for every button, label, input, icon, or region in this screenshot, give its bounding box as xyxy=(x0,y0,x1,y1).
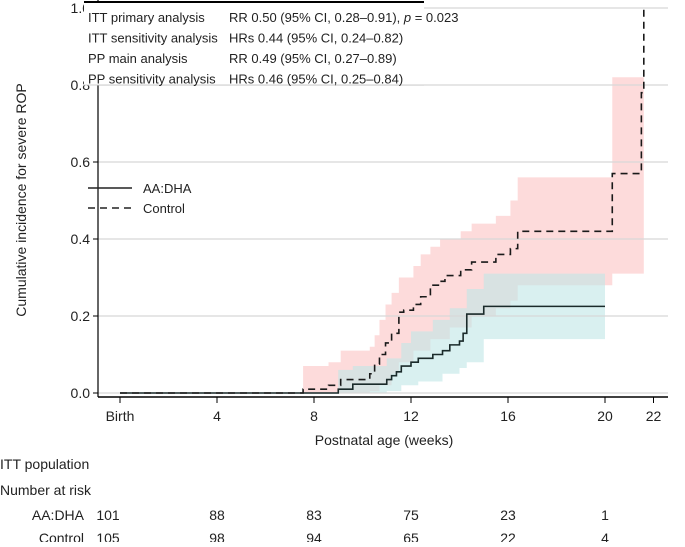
annotation-value-text: RR 0.49 (95% CI, 0.27–0.89) xyxy=(229,51,397,66)
p-label: p xyxy=(403,10,411,25)
risk-count: 101 xyxy=(96,507,120,523)
y-tick-label: 0.4 xyxy=(71,231,91,247)
x-tick-label: Birth xyxy=(106,408,135,424)
x-tick-label: 8 xyxy=(310,408,318,424)
risk-count: 83 xyxy=(306,507,322,523)
annotation-label: PP main analysis xyxy=(88,51,188,66)
risk-count: 75 xyxy=(403,507,419,523)
risk-count: 88 xyxy=(209,507,225,523)
annotation-value: RR 0.49 (95% CI, 0.27–0.89) xyxy=(229,51,397,66)
annotation-label: ITT primary analysis xyxy=(88,10,205,25)
annotation-label: ITT sensitivity analysis xyxy=(88,31,218,46)
risk-row-label: Control xyxy=(39,530,84,542)
series-line-aadha xyxy=(120,305,605,394)
legend-label: AA:DHA xyxy=(143,181,192,196)
annotation-value: HRs 0.46 (95% CI, 0.25–0.84) xyxy=(229,72,403,87)
annotation-value: RR 0.50 (95% CI, 0.28–0.91), p = 0.023 xyxy=(229,10,458,25)
annotation-value-text: RR 0.50 (95% CI, 0.28–0.91), xyxy=(229,10,404,25)
annotation-value: HRs 0.44 (95% CI, 0.24–0.82) xyxy=(229,31,403,46)
legend: AA:DHA Control xyxy=(88,181,192,216)
risk-count: 4 xyxy=(601,530,609,542)
y-tick-label: 0.6 xyxy=(71,154,91,170)
step-curves xyxy=(120,8,645,394)
x-tick-label: 20 xyxy=(597,408,613,424)
risk-table: ITT population Number at risk AA:DHA 101 88 8… xyxy=(0,456,609,546)
risk-count: 98 xyxy=(209,530,225,542)
p-value: = 0.023 xyxy=(411,10,458,25)
annotation-value-text: HRs 0.44 (95% CI, 0.24–0.82) xyxy=(229,31,403,46)
annotation-box xyxy=(84,2,424,85)
y-tick-label: 0.0 xyxy=(71,385,91,401)
x-axis-label: Postnatal age (weeks) xyxy=(315,432,454,448)
legend-label: Control xyxy=(143,201,185,216)
analysis-results-table: ITT primary analysis RR 0.50 (95% CI, 0.2… xyxy=(84,1,458,87)
x-tick-label: 4 xyxy=(213,408,221,424)
risk-row-label: AA:DHA xyxy=(32,507,85,523)
x-tick-label: 22 xyxy=(646,408,662,424)
risk-count: 1 xyxy=(601,507,609,523)
risk-count: 65 xyxy=(403,530,419,542)
y-tick-label: 0.2 xyxy=(71,308,91,324)
risk-count: 105 xyxy=(96,530,120,542)
confidence-bands xyxy=(303,77,644,394)
series-line-control xyxy=(120,8,645,394)
ci-band-control xyxy=(303,77,644,394)
risk-count: 22 xyxy=(500,530,516,542)
y-axis-label: Cumulative incidence for severe ROP xyxy=(13,83,29,316)
x-tick-label: 12 xyxy=(403,408,419,424)
annotation-label: PP sensitivity analysis xyxy=(88,72,216,87)
risk-count: 23 xyxy=(500,507,516,523)
risk-count: 94 xyxy=(306,530,322,542)
ci-band-aadha xyxy=(338,273,605,393)
risk-table-subtitle: Number at risk xyxy=(0,482,92,498)
annotation-value-text: HRs 0.46 (95% CI, 0.25–0.84) xyxy=(229,72,403,87)
x-tick-label: 16 xyxy=(500,408,516,424)
risk-table-title: ITT population xyxy=(0,456,89,472)
